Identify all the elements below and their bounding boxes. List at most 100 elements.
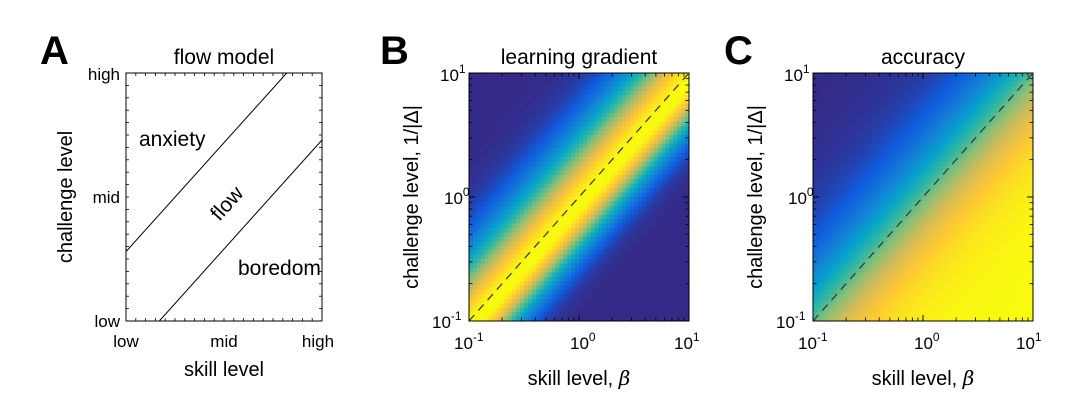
heatmap-cell: [512, 143, 517, 149]
heatmap-cell: [677, 104, 682, 110]
heatmap-cell: [871, 312, 877, 318]
heatmap-cell: [915, 121, 920, 127]
heatmap-cell: [504, 183, 509, 189]
heatmap-cell: [527, 174, 533, 180]
heatmap-cell: [469, 312, 474, 318]
heatmap-cell: [816, 112, 822, 118]
heatmap-cell: [622, 95, 627, 101]
heatmap-cell: [618, 161, 623, 167]
heatmap-cell: [868, 303, 873, 309]
heatmap-cell: [661, 112, 667, 118]
heatmap-cell: [836, 90, 842, 96]
heatmap-cell: [915, 303, 920, 309]
heatmap-cell: [820, 267, 826, 273]
heatmap-cell: [879, 236, 885, 242]
heatmap-cell: [472, 188, 478, 194]
heatmap-cell: [844, 267, 849, 273]
heatmap-cell: [891, 148, 897, 154]
heatmap-cell: [567, 219, 572, 225]
heatmap-cell: [915, 174, 920, 180]
heatmap-cell: [602, 121, 608, 127]
heatmap-cell: [559, 241, 564, 247]
heatmap-cell: [614, 272, 619, 278]
heatmap-cell: [516, 303, 521, 309]
heatmap-cell: [594, 276, 600, 282]
heatmap-cell: [602, 214, 608, 220]
heatmap-cell: [824, 250, 830, 256]
heatmap-cell: [531, 183, 537, 189]
heatmap-cell: [520, 205, 525, 211]
heatmap-cell: [919, 223, 924, 229]
heatmap-cell: [508, 139, 513, 145]
heatmap-cell: [590, 192, 596, 198]
heatmap-cell: [586, 157, 592, 163]
heatmap-cell: [926, 157, 932, 163]
heatmap-cell: [555, 95, 560, 101]
heatmap-cell: [864, 179, 869, 185]
heatmap-cell: [641, 143, 647, 149]
heatmap-cell: [476, 254, 482, 260]
heatmap-cell: [828, 130, 834, 136]
heatmap-cell: [645, 228, 651, 234]
heatmap-cell: [469, 298, 474, 304]
heatmap-cell: [496, 161, 502, 167]
heatmap-cell: [813, 276, 818, 282]
heatmap-cell: [883, 241, 889, 247]
heatmap-cell: [618, 245, 623, 251]
heatmap-cell: [637, 250, 643, 256]
heatmap-cell: [602, 241, 608, 247]
heatmap-cell: [860, 303, 865, 309]
heatmap-cell: [590, 139, 596, 145]
heatmap-cell: [891, 245, 897, 251]
heatmap-cell: [871, 86, 877, 92]
heatmap-cell: [469, 170, 474, 176]
heatmap-cell: [824, 139, 830, 145]
heatmap-cell: [848, 135, 853, 141]
heatmap-cell: [926, 143, 932, 149]
heatmap-cell: [586, 130, 592, 136]
heatmap-cell: [848, 121, 853, 127]
heatmap-cell: [677, 117, 682, 123]
heatmap-cell: [602, 236, 608, 242]
heatmap-cell: [852, 188, 857, 194]
heatmap-cell: [555, 197, 560, 203]
heatmap-cell: [649, 183, 655, 189]
heatmap-cell: [476, 126, 482, 132]
heatmap-cell: [891, 139, 897, 145]
heatmap-cell: [665, 250, 670, 256]
heatmap-cell: [685, 254, 689, 260]
heatmap-cell: [582, 143, 588, 149]
heatmap-cell: [527, 130, 533, 136]
heatmap-cell: [645, 298, 651, 304]
heatmap-cell: [911, 174, 916, 180]
heatmap-cell: [484, 143, 490, 149]
heatmap-cell: [614, 214, 619, 220]
heatmap-cell: [567, 117, 572, 123]
heatmap-cell: [582, 250, 588, 256]
heatmap-cell: [520, 219, 525, 225]
heatmap-cell: [602, 312, 608, 318]
heatmap-cell: [524, 95, 529, 101]
heatmap-cell: [669, 205, 674, 211]
heatmap-cell: [899, 290, 904, 296]
heatmap-cell: [582, 263, 588, 269]
heatmap-cell: [500, 281, 505, 287]
heatmap-cell: [832, 281, 838, 287]
heatmap-cell: [813, 267, 818, 273]
heatmap-cell: [923, 157, 928, 163]
heatmap-cell: [685, 183, 689, 189]
heatmap-cell: [622, 117, 627, 123]
heatmap-cell: [630, 112, 635, 118]
heatmap-cell: [665, 99, 670, 105]
heatmap-cell: [848, 161, 853, 167]
heatmap-cell: [915, 316, 920, 321]
heatmap-cell: [653, 312, 659, 318]
heatmap-cell: [856, 174, 861, 180]
heatmap-cell: [919, 99, 924, 105]
heatmap-cell: [641, 298, 647, 304]
heatmap-cell: [571, 263, 576, 269]
heatmap-cell: [903, 236, 908, 242]
heatmap-cell: [516, 250, 521, 256]
heatmap-cell: [594, 95, 600, 101]
heatmap-cell: [864, 148, 869, 154]
